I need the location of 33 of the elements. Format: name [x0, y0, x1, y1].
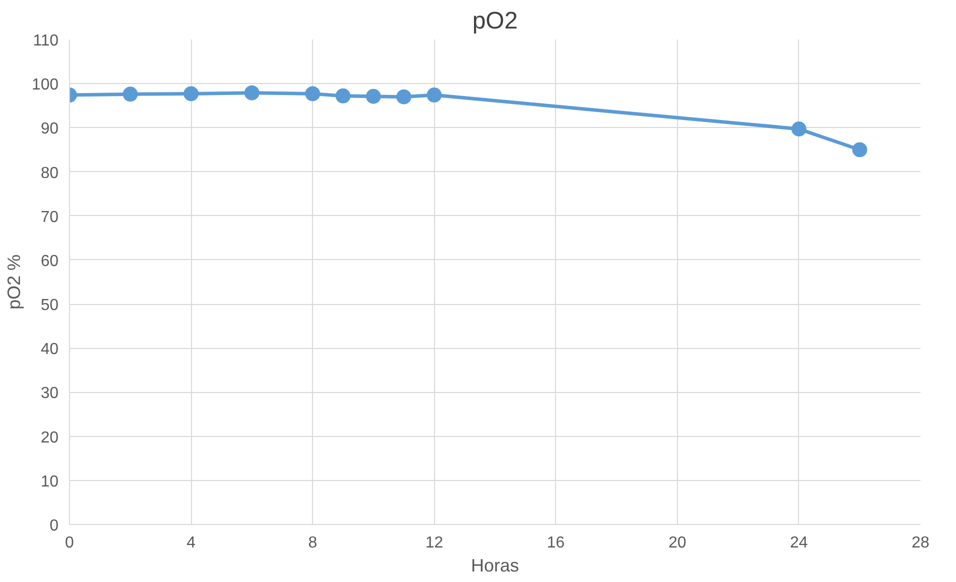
chart-title: pO2: [472, 8, 518, 34]
y-tick-label: 60: [40, 252, 59, 270]
y-tick-label: 0: [50, 518, 59, 534]
y-tick-label: 20: [40, 429, 59, 446]
y-tick-label: 50: [40, 297, 59, 314]
point: [366, 88, 381, 104]
y-tick-label: 110: [32, 32, 59, 50]
y-axis-title: pO2 %: [4, 254, 24, 310]
x-tick-label: 0: [65, 534, 74, 552]
point: [396, 89, 412, 104]
point: [305, 86, 320, 102]
y-tick-label: 40: [40, 341, 59, 358]
y-tick-label: 70: [40, 208, 59, 226]
point: [244, 85, 260, 100]
x-tick-label: 16: [546, 534, 565, 552]
x-axis-title: Horas: [470, 556, 520, 576]
x-tick-label: 28: [912, 534, 930, 552]
x-tick-label: 12: [425, 534, 444, 552]
point: [852, 142, 868, 158]
y-tick-label: 10: [40, 473, 59, 490]
x-tick-label: 4: [186, 534, 196, 552]
point: [336, 88, 351, 104]
x-tick-label: 8: [308, 534, 318, 552]
point: [184, 86, 199, 102]
y-tick-label: 90: [40, 120, 59, 138]
y-tick-label: 30: [40, 385, 59, 402]
x-tick-label: 24: [790, 534, 808, 552]
y-tick-label: 80: [40, 164, 59, 182]
point: [122, 86, 138, 102]
point: [791, 122, 806, 136]
point: [426, 88, 442, 103]
y-tick-label: 100: [32, 76, 59, 94]
x-tick-label: 20: [668, 534, 686, 552]
